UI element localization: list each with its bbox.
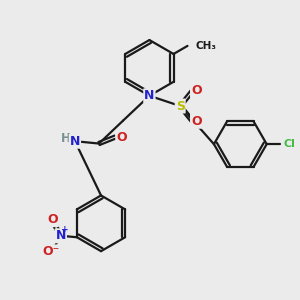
Text: N: N: [70, 135, 80, 148]
Text: O⁻: O⁻: [43, 245, 60, 258]
Text: CH₃: CH₃: [196, 41, 217, 51]
Text: H: H: [61, 132, 70, 146]
Text: O: O: [116, 130, 127, 144]
Text: O: O: [191, 115, 202, 128]
Text: S: S: [176, 100, 185, 112]
Text: N: N: [56, 229, 66, 242]
Text: O: O: [191, 84, 202, 97]
Text: N: N: [144, 89, 154, 102]
Text: Cl: Cl: [284, 139, 295, 149]
Text: O: O: [47, 213, 58, 226]
Text: +: +: [61, 225, 69, 234]
